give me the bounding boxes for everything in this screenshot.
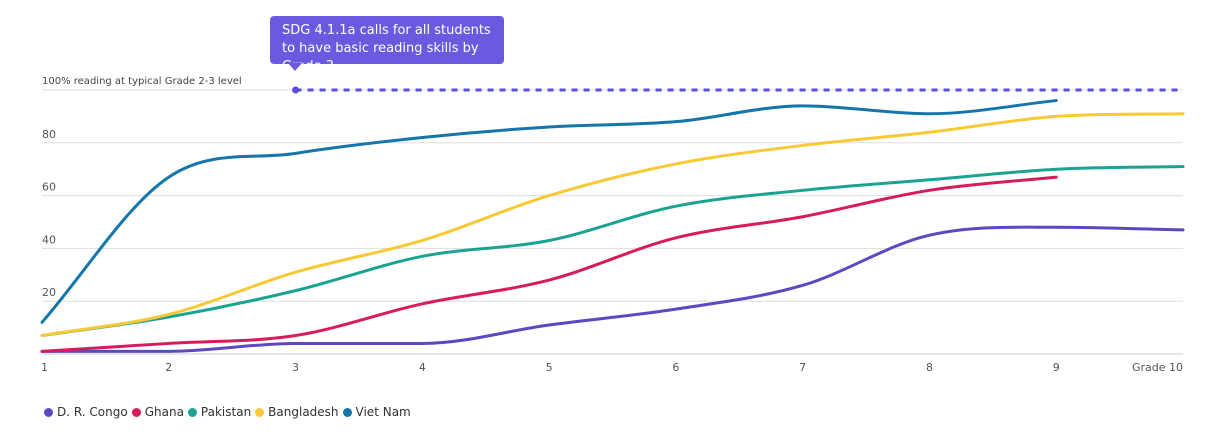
series-line-viet-nam	[40, 99, 1058, 324]
x-tick-label: 7	[799, 361, 806, 374]
x-axis-ticks: 1 2 3 4 5 6 7 8 9 Grade 10	[41, 361, 1183, 374]
series-line-pakistan	[40, 165, 1185, 338]
gridlines	[42, 142, 1183, 355]
x-tick-label: 4	[419, 361, 426, 374]
legend-label: Viet Nam	[355, 405, 411, 419]
legend-item[interactable]: Pakistan	[187, 405, 252, 419]
y-axis-ticks: 20 40 60 80	[42, 128, 56, 299]
legend-item[interactable]: Bangladesh	[255, 405, 339, 419]
x-tick-label: 9	[1053, 361, 1060, 374]
reference-line-start-dot	[292, 86, 300, 94]
legend-label: Pakistan	[200, 405, 252, 419]
x-tick-label: 6	[672, 361, 679, 374]
legend-swatch	[131, 407, 141, 417]
series-line-ghana	[40, 175, 1058, 353]
legend: D. R. Congo Ghana Pakistan Bangladesh Viet N…	[44, 405, 411, 419]
legend-label: Ghana	[144, 405, 184, 419]
legend-swatch	[44, 407, 53, 417]
legend-swatch	[342, 407, 352, 417]
series-line-bangladesh	[40, 112, 1185, 338]
legend-label: D. R. Congo	[57, 405, 128, 419]
x-tick-label: 3	[292, 361, 299, 374]
series-lines	[40, 99, 1185, 353]
y-tick-label: 20	[42, 286, 56, 299]
y-tick-label: 60	[42, 181, 56, 194]
x-tick-label: Grade 10	[1132, 361, 1183, 374]
series-line-d-r-congo	[40, 225, 1185, 353]
legend-item[interactable]: Ghana	[131, 405, 184, 419]
x-tick-label: 8	[926, 361, 933, 374]
legend-item[interactable]: D. R. Congo	[44, 405, 128, 419]
y-tick-label: 80	[42, 128, 56, 141]
legend-label: Bangladesh	[268, 405, 339, 419]
sdg-callout: SDG 4.1.1a calls for all students to hav…	[270, 16, 504, 74]
x-tick-label: 1	[41, 361, 48, 374]
x-tick-label: 5	[546, 361, 553, 374]
y-tick-label: 40	[42, 233, 56, 246]
x-tick-label: 2	[165, 361, 172, 374]
reference-line-group: 100% reading at typical Grade 2-3 level	[42, 76, 1183, 94]
legend-swatch	[255, 407, 265, 417]
legend-swatch	[187, 407, 197, 417]
legend-item[interactable]: Viet Nam	[342, 405, 411, 419]
reference-line-label: 100% reading at typical Grade 2-3 level	[42, 76, 242, 87]
